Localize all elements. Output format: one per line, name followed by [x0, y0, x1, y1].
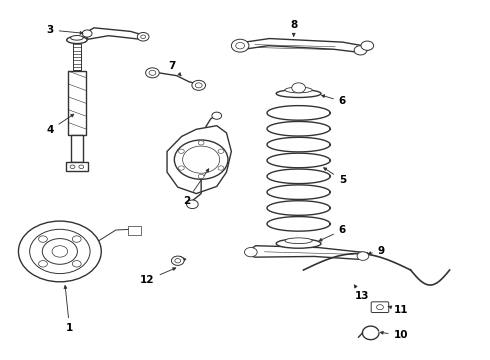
Text: 3: 3: [47, 25, 83, 35]
Text: 1: 1: [64, 285, 73, 333]
Circle shape: [236, 42, 245, 49]
Circle shape: [141, 35, 146, 39]
Ellipse shape: [276, 90, 321, 98]
Circle shape: [357, 252, 369, 260]
Polygon shape: [235, 39, 373, 53]
Text: 5: 5: [324, 168, 346, 185]
FancyBboxPatch shape: [68, 71, 86, 135]
Circle shape: [149, 70, 156, 75]
Ellipse shape: [285, 238, 312, 244]
Circle shape: [19, 221, 101, 282]
FancyBboxPatch shape: [371, 302, 389, 312]
Ellipse shape: [276, 239, 321, 248]
Circle shape: [137, 32, 149, 41]
Circle shape: [292, 83, 305, 93]
Circle shape: [198, 174, 204, 179]
Circle shape: [198, 141, 204, 145]
Circle shape: [73, 261, 81, 267]
Text: 9: 9: [368, 247, 385, 256]
Text: 7: 7: [168, 61, 181, 76]
Circle shape: [52, 246, 68, 257]
Circle shape: [82, 30, 92, 37]
Text: 6: 6: [319, 225, 346, 241]
Circle shape: [218, 166, 224, 170]
Text: 2: 2: [183, 169, 209, 206]
Text: 6: 6: [322, 95, 346, 107]
Circle shape: [192, 80, 205, 90]
Circle shape: [361, 41, 374, 50]
Circle shape: [212, 112, 221, 119]
Circle shape: [70, 165, 75, 168]
Polygon shape: [245, 246, 368, 259]
Circle shape: [174, 140, 228, 179]
Ellipse shape: [285, 87, 312, 93]
FancyBboxPatch shape: [128, 226, 141, 235]
Text: 13: 13: [354, 285, 369, 301]
Circle shape: [178, 149, 184, 153]
Text: 4: 4: [47, 114, 74, 135]
Circle shape: [187, 200, 198, 208]
Polygon shape: [167, 126, 231, 194]
Text: 12: 12: [140, 268, 176, 285]
Circle shape: [39, 261, 48, 267]
Circle shape: [376, 305, 383, 310]
Text: 8: 8: [290, 19, 297, 36]
Circle shape: [354, 46, 367, 55]
Circle shape: [30, 229, 90, 274]
Circle shape: [231, 39, 249, 52]
Ellipse shape: [67, 36, 87, 44]
Circle shape: [218, 149, 224, 153]
FancyBboxPatch shape: [66, 162, 88, 171]
FancyBboxPatch shape: [71, 135, 83, 162]
Circle shape: [42, 239, 77, 264]
Circle shape: [196, 83, 202, 88]
Circle shape: [79, 165, 84, 168]
Circle shape: [245, 248, 257, 257]
Circle shape: [146, 68, 159, 78]
Polygon shape: [84, 28, 147, 39]
Circle shape: [172, 256, 184, 265]
Text: 10: 10: [380, 330, 408, 341]
Circle shape: [39, 236, 48, 242]
Circle shape: [175, 258, 181, 263]
Text: 11: 11: [388, 305, 408, 315]
Ellipse shape: [71, 36, 83, 40]
Circle shape: [183, 146, 220, 173]
Circle shape: [73, 236, 81, 242]
Circle shape: [178, 166, 184, 170]
